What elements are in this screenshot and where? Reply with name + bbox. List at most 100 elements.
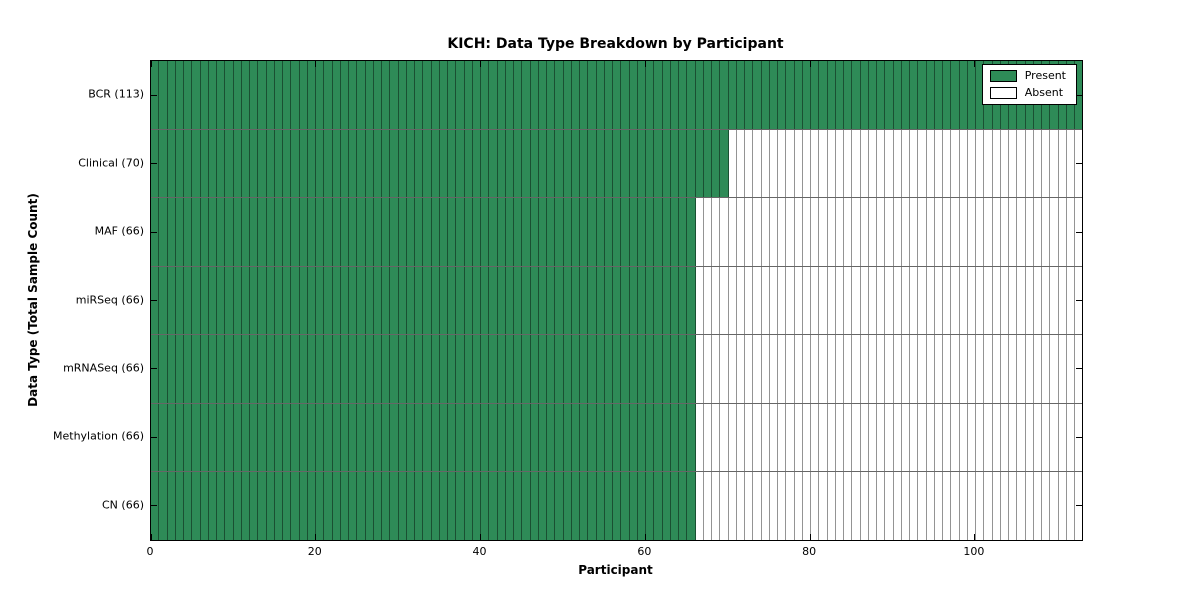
cell-present [382,403,391,472]
cell-present [514,61,523,129]
cell-absent [835,266,844,335]
cell-absent [786,472,795,541]
cell-present [629,335,638,403]
x-tick-label: 0 [146,545,154,558]
cell-present [192,129,201,198]
cell-absent [910,129,919,198]
cell-present [283,403,292,472]
cell-absent [868,198,877,266]
cell-absent [967,403,976,472]
cell-absent [959,335,968,403]
cell-present [225,61,234,129]
cell-absent [951,266,960,335]
cell-absent [753,335,762,403]
cell-absent [959,266,968,335]
cell-absent [885,335,894,403]
cell-absent [1017,335,1026,403]
cell-present [217,198,226,266]
cell-absent [910,335,919,403]
cell-absent [695,472,704,541]
cell-absent [753,129,762,198]
heatmap-row-BCR [151,61,1083,130]
cell-absent [918,472,927,541]
cell-absent [918,198,927,266]
cell-absent [835,472,844,541]
cell-present [423,129,432,198]
cell-present [233,266,242,335]
cell-absent [769,198,778,266]
cell-present [233,403,242,472]
cell-present [167,129,176,198]
cell-absent [819,403,828,472]
cell-present [159,266,168,335]
cell-present [654,335,663,403]
cell-present [687,403,696,472]
cell-present [637,335,646,403]
cell-absent [1009,472,1018,541]
cell-absent [844,472,853,541]
cell-present [505,472,514,541]
cell-absent [745,335,754,403]
cell-absent [745,266,754,335]
cell-present [720,129,729,198]
cell-absent [951,403,960,472]
cell-present [307,129,316,198]
cell-present [448,403,457,472]
cell-present [382,266,391,335]
cell-present [175,403,184,472]
cell-present [266,403,275,472]
cell-absent [736,472,745,541]
cell-present [596,266,605,335]
cell-absent [703,266,712,335]
heatmap-row-Clinical [151,129,1083,199]
cell-present [365,403,374,472]
cell-absent [827,198,836,266]
cell-present [604,61,613,129]
cell-absent [835,129,844,198]
cell-present [307,403,316,472]
cell-present [736,61,745,129]
cell-present [481,266,490,335]
cell-present [670,266,679,335]
cell-present [662,335,671,403]
cell-present [522,472,531,541]
cell-present [192,266,201,335]
x-tick-mark [480,61,482,67]
cell-absent [1050,129,1059,198]
cell-present [274,129,283,198]
cell-present [258,266,267,335]
cell-present [555,403,564,472]
cell-present [390,61,399,129]
cell-present [373,335,382,403]
x-axis-label: Participant [578,563,653,577]
cell-absent [943,403,952,472]
cell-absent [1009,266,1018,335]
cell-absent [901,335,910,403]
cell-present [200,266,209,335]
cell-present [167,335,176,403]
cell-absent [1033,266,1042,335]
cell-absent [901,403,910,472]
cell-present [291,403,300,472]
y-tick-label-BCR: BCR (113) [88,87,144,101]
cell-present [365,266,374,335]
cell-present [233,198,242,266]
cell-present [489,335,498,403]
cell-present [481,403,490,472]
cell-absent [984,335,993,403]
cell-present [250,472,259,541]
y-tick-mark [151,163,157,165]
y-tick-labels: BCR (113) Clinical (70) MAF (66) miRSeq (66… [0,60,144,539]
cell-absent [753,403,762,472]
cell-present [934,61,943,129]
cell-present [406,129,415,198]
cell-present [571,129,580,198]
cell-absent [1066,129,1075,198]
cell-present [670,129,679,198]
cell-present [489,198,498,266]
cell-present [357,472,366,541]
cell-present [530,335,539,403]
cell-present [365,472,374,541]
cell-absent [1017,403,1026,472]
